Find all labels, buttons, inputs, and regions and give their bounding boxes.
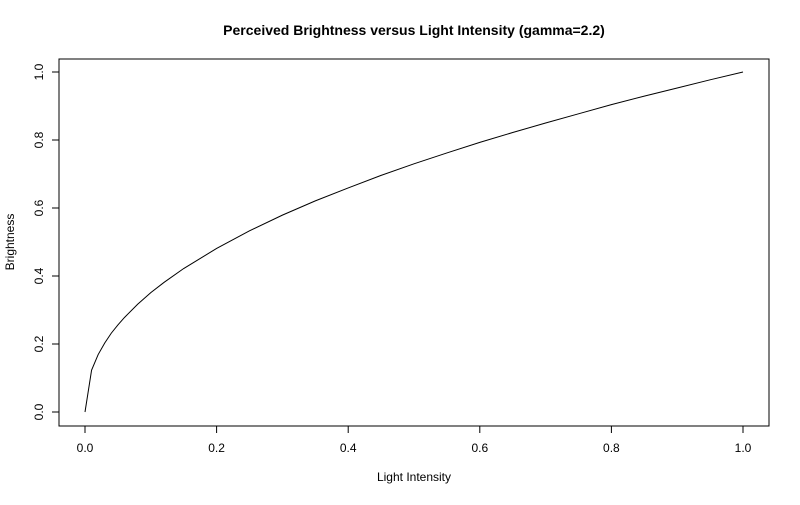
x-axis: 0.0 0.2 0.4 0.6 0.8 1.0 <box>77 425 752 455</box>
y-tick-label: 0.4 <box>32 267 46 284</box>
x-tick-label: 0.2 <box>208 441 225 455</box>
x-axis-label: Light Intensity <box>377 470 451 484</box>
y-tick-label: 0.0 <box>32 403 46 420</box>
brightness-curve <box>84 71 744 413</box>
plot-frame <box>58 58 770 427</box>
y-axis-label: Brightness <box>3 214 17 271</box>
y-tick-label: 0.6 <box>32 199 46 216</box>
x-tick-label: 0.4 <box>340 441 357 455</box>
x-tick-label: 1.0 <box>735 441 752 455</box>
x-tick-label: 0.6 <box>471 441 488 455</box>
y-tick-label: 1.0 <box>32 63 46 80</box>
y-axis: 0.0 0.2 0.4 0.6 0.8 1.0 <box>32 63 60 420</box>
y-tick-label: 0.8 <box>32 131 46 148</box>
x-tick-label: 0.8 <box>603 441 620 455</box>
y-tick-label: 0.2 <box>32 335 46 352</box>
chart-title: Perceived Brightness versus Light Intens… <box>223 22 605 38</box>
x-tick-label: 0.0 <box>77 441 94 455</box>
